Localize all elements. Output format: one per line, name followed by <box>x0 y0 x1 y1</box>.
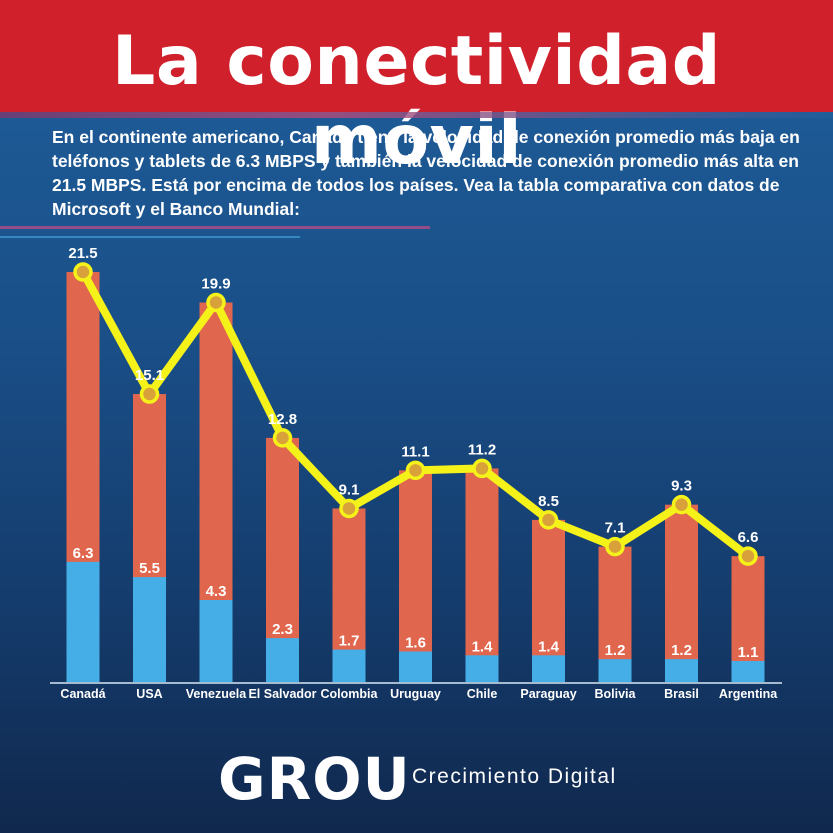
bar-min <box>532 655 565 682</box>
bar-total <box>665 504 698 682</box>
line-point <box>139 384 160 404</box>
data-label-min: 1.6 <box>405 634 426 651</box>
data-label-max: 12.8 <box>268 411 297 428</box>
bar-total <box>532 519 565 682</box>
line-point <box>472 458 492 479</box>
x-tick-label: Paraguay <box>520 687 576 701</box>
line-point <box>738 546 758 566</box>
data-label-max: 8.5 <box>538 493 559 510</box>
x-tick-label: Canadá <box>60 687 105 701</box>
data-label-max: 19.9 <box>201 276 230 293</box>
data-label-max: 21.5 <box>68 245 97 262</box>
bar-min <box>465 655 499 682</box>
x-tick-label: Uruguay <box>390 687 441 701</box>
header-stripe <box>0 112 833 118</box>
x-tick-label: Venezuela <box>186 687 247 701</box>
line-point <box>272 428 293 448</box>
decorative-stripe <box>0 226 430 229</box>
bar-min <box>731 661 765 682</box>
line-point <box>206 292 226 313</box>
data-label-min: 4.3 <box>206 583 227 600</box>
data-label-min: 1.2 <box>671 642 692 659</box>
line-point <box>671 494 692 515</box>
bar-min <box>665 659 698 682</box>
line-point <box>605 536 625 557</box>
data-label-min: 1.4 <box>472 638 494 655</box>
x-tick-label: Colombia <box>321 687 379 701</box>
data-label-min: 2.3 <box>272 621 293 638</box>
x-tick-label: Brasil <box>664 687 699 701</box>
x-tick-label: Argentina <box>719 687 778 701</box>
bar-min <box>266 638 299 682</box>
bar-min <box>399 651 432 682</box>
data-label-max: 11.2 <box>468 441 496 458</box>
bar-total <box>465 468 499 682</box>
brand-logo: GROU <box>218 745 411 813</box>
line-point <box>538 510 559 530</box>
bar-total <box>399 470 432 682</box>
data-label-min: 1.4 <box>538 638 560 655</box>
intro-text: En el continente americano, Canadá tiene… <box>52 127 800 219</box>
data-label-min: 1.1 <box>738 644 759 661</box>
data-label-min: 1.2 <box>605 642 626 659</box>
bar-min <box>199 600 233 682</box>
x-tick-label: USA <box>136 687 162 701</box>
data-label-max: 6.6 <box>738 529 759 546</box>
line-point <box>405 460 426 481</box>
brand-tagline: Crecimiento Digital <box>412 765 617 788</box>
data-label-max: 9.1 <box>339 481 360 498</box>
header-banner: La conectividad móvil <box>0 0 833 180</box>
data-label-max: 7.1 <box>605 520 626 537</box>
bar-min <box>133 577 166 682</box>
x-tick-label: Chile <box>467 687 498 701</box>
line-point <box>339 498 359 519</box>
bar-min <box>598 659 632 682</box>
line-point <box>73 262 93 282</box>
bar-min <box>66 561 100 682</box>
bar-min <box>332 649 366 682</box>
data-label-max: 15.1 <box>135 367 164 384</box>
x-tick-label: Bolivia <box>595 687 637 701</box>
data-label-min: 6.3 <box>73 545 94 562</box>
x-tick-label: El Salvador <box>248 687 316 701</box>
data-label-min: 5.5 <box>139 560 160 577</box>
decorative-stripe <box>0 236 300 238</box>
data-label-min: 1.7 <box>339 633 360 650</box>
data-label-max: 11.1 <box>401 443 429 460</box>
data-label-max: 9.3 <box>671 478 692 495</box>
